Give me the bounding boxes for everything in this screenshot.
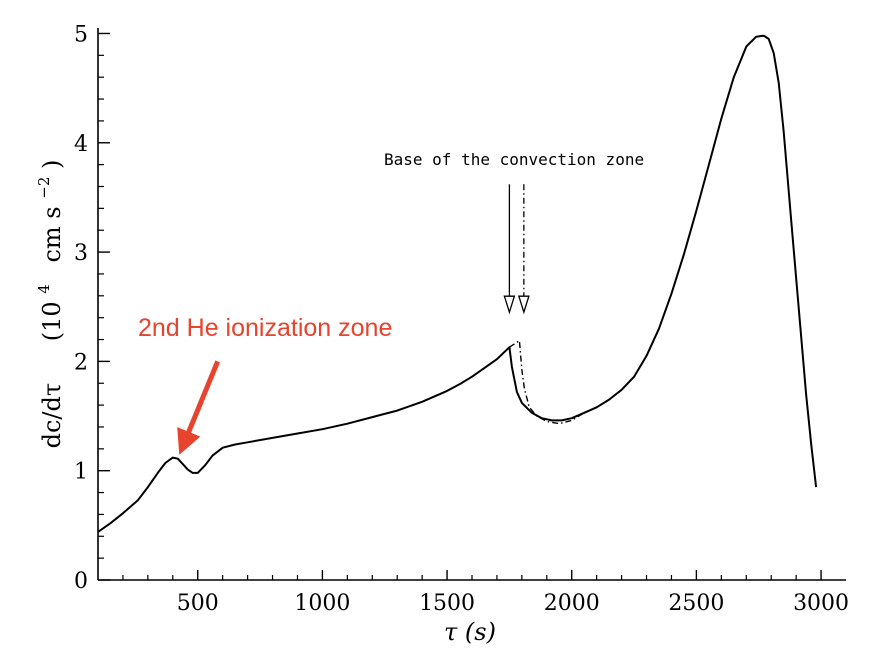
helium-zone-label: 2nd He ionization zone <box>138 314 392 342</box>
series-line-dash-dot <box>509 339 585 425</box>
convection-arrow-head <box>517 295 530 315</box>
y-axis-title-unit-close: ) <box>38 160 66 169</box>
x-axis-title: τ (s) <box>444 618 496 646</box>
y-tick-label: 5 <box>74 22 88 47</box>
y-tick-labels: 0 1 2 3 4 5 <box>74 22 88 594</box>
y-tick-label: 2 <box>74 350 88 375</box>
y-axis-title-unit: (10 <box>38 301 66 341</box>
x-tick-label: 2000 <box>544 591 600 616</box>
y-tick-label: 4 <box>74 132 88 157</box>
axes <box>97 28 846 581</box>
x-tick-labels: 500 1000 1500 2000 2500 3000 <box>177 591 849 616</box>
helium-zone-arrow <box>177 360 220 455</box>
y-ticks <box>98 32 110 581</box>
x-tick-label: 1500 <box>419 591 475 616</box>
x-tick-label: 2500 <box>668 591 724 616</box>
curves <box>97 34 818 533</box>
convection-arrows <box>503 184 530 315</box>
y-axis-title-unit-mid: cm s <box>38 206 66 262</box>
series-line-solid <box>97 34 818 533</box>
y-tick-label: 3 <box>74 241 88 266</box>
x-ticks <box>122 570 822 580</box>
convection-arrow-head <box>503 295 516 315</box>
y-axis-title-main: dc/dτ <box>38 383 66 449</box>
convection-zone-label: Base of the convection zone <box>384 150 644 169</box>
y-axis-title-exp: 4 <box>35 284 53 294</box>
x-tick-label: 500 <box>177 591 219 616</box>
x-tick-label: 3000 <box>793 591 849 616</box>
y-axis-title: dc/dτ (10 4 cm s −2 ) <box>27 160 66 449</box>
y-tick-label: 1 <box>74 460 88 485</box>
y-axis-title-exp2: −2 <box>35 177 53 199</box>
y-tick-label: 0 <box>74 569 88 594</box>
x-tick-label: 1000 <box>294 591 350 616</box>
